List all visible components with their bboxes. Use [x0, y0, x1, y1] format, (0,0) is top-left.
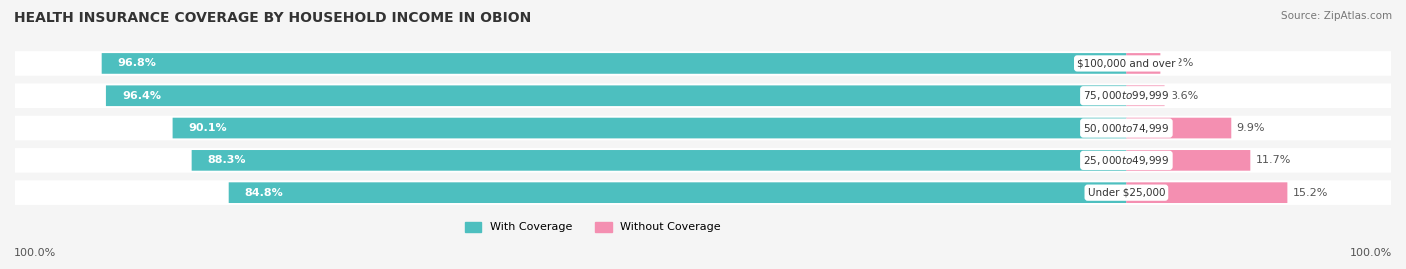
Text: 96.8%: 96.8% [118, 58, 156, 68]
FancyBboxPatch shape [229, 182, 1126, 203]
FancyBboxPatch shape [173, 118, 1126, 138]
FancyBboxPatch shape [15, 180, 1391, 205]
FancyBboxPatch shape [1126, 85, 1164, 106]
Text: Source: ZipAtlas.com: Source: ZipAtlas.com [1281, 11, 1392, 21]
Text: 15.2%: 15.2% [1292, 188, 1327, 198]
Text: 11.7%: 11.7% [1256, 155, 1291, 165]
Text: $75,000 to $99,999: $75,000 to $99,999 [1083, 89, 1170, 102]
Text: 84.8%: 84.8% [245, 188, 284, 198]
FancyBboxPatch shape [15, 83, 1391, 108]
FancyBboxPatch shape [15, 116, 1391, 140]
Text: 88.3%: 88.3% [208, 155, 246, 165]
FancyBboxPatch shape [101, 53, 1126, 74]
Text: 100.0%: 100.0% [1350, 248, 1392, 258]
Text: 100.0%: 100.0% [14, 248, 56, 258]
Legend: With Coverage, Without Coverage: With Coverage, Without Coverage [465, 222, 721, 232]
FancyBboxPatch shape [105, 85, 1126, 106]
FancyBboxPatch shape [15, 51, 1391, 76]
Text: 3.6%: 3.6% [1170, 91, 1198, 101]
FancyBboxPatch shape [15, 148, 1391, 173]
FancyBboxPatch shape [1126, 150, 1250, 171]
Text: 9.9%: 9.9% [1236, 123, 1265, 133]
FancyBboxPatch shape [191, 150, 1126, 171]
Text: HEALTH INSURANCE COVERAGE BY HOUSEHOLD INCOME IN OBION: HEALTH INSURANCE COVERAGE BY HOUSEHOLD I… [14, 11, 531, 25]
Text: $50,000 to $74,999: $50,000 to $74,999 [1083, 122, 1170, 134]
Text: $25,000 to $49,999: $25,000 to $49,999 [1083, 154, 1170, 167]
Text: 3.2%: 3.2% [1166, 58, 1194, 68]
Text: 96.4%: 96.4% [122, 91, 160, 101]
FancyBboxPatch shape [1126, 182, 1288, 203]
FancyBboxPatch shape [1126, 118, 1232, 138]
Text: $100,000 and over: $100,000 and over [1077, 58, 1175, 68]
Text: Under $25,000: Under $25,000 [1088, 188, 1166, 198]
FancyBboxPatch shape [1126, 53, 1160, 74]
Text: 90.1%: 90.1% [188, 123, 228, 133]
